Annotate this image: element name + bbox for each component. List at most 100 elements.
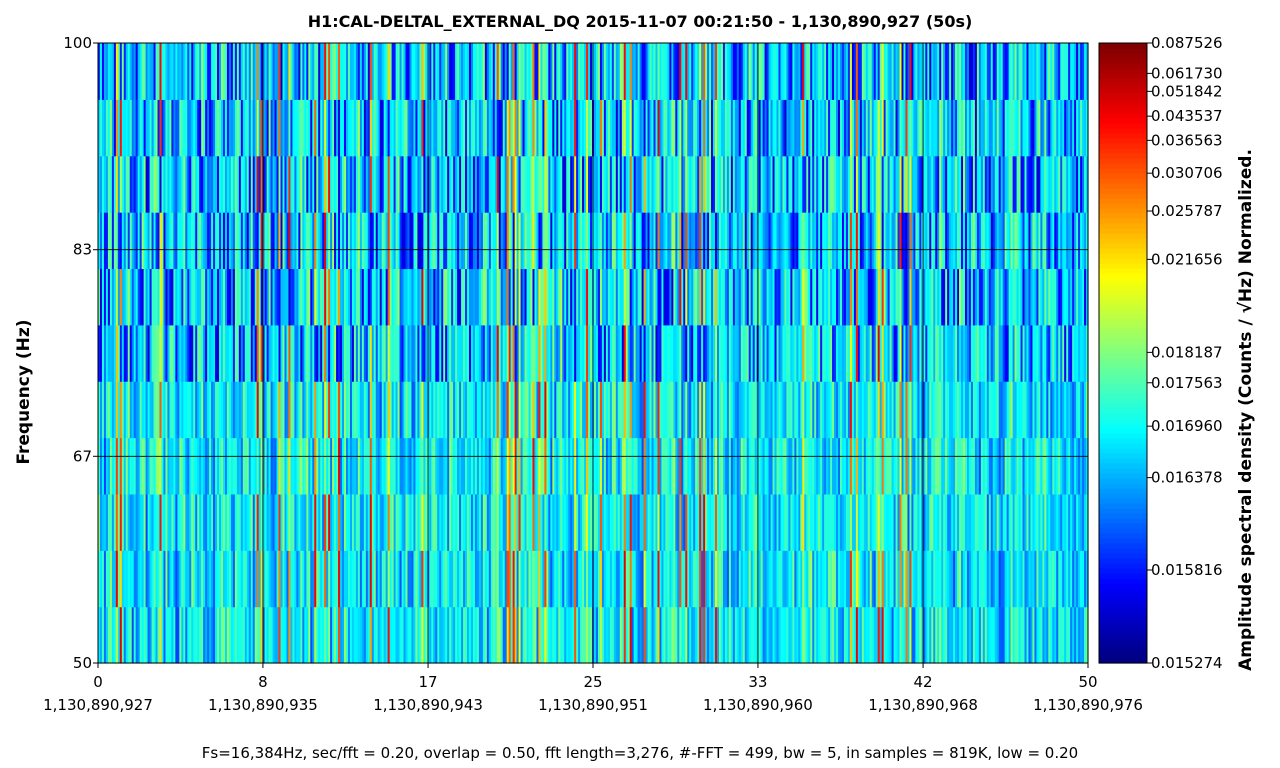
heatmap-cell xyxy=(838,606,841,664)
heatmap-cell xyxy=(238,268,242,326)
heatmap-cell xyxy=(296,99,299,157)
heatmap-cell xyxy=(453,381,456,439)
heatmap-cell xyxy=(409,155,413,213)
heatmap-cell xyxy=(469,43,472,100)
heatmap-cell xyxy=(351,212,355,270)
heatmap-cell xyxy=(536,493,540,551)
heatmap-cell xyxy=(242,550,246,608)
heatmap-cell xyxy=(828,437,831,495)
heatmap-cell xyxy=(917,324,920,382)
heatmap-cell xyxy=(389,550,393,608)
heatmap-cell xyxy=(572,212,575,270)
heatmap-cell xyxy=(167,493,171,551)
heatmap-cell xyxy=(911,212,915,270)
heatmap-cell xyxy=(808,381,811,439)
heatmap-cell xyxy=(290,324,294,382)
heatmap-cell xyxy=(189,381,192,439)
heatmap-cell xyxy=(782,43,786,100)
heatmap-cell xyxy=(359,381,363,439)
heatmap-cell xyxy=(379,212,383,270)
heatmap-cell xyxy=(403,606,407,664)
heatmap-cell xyxy=(949,493,952,551)
heatmap-cell xyxy=(778,437,782,495)
heatmap-cell xyxy=(838,212,841,270)
heatmap-cell xyxy=(568,493,571,551)
heatmap-cell xyxy=(744,268,748,326)
heatmap-cell xyxy=(409,43,413,100)
heatmap-cell xyxy=(937,212,940,270)
heatmap-cell xyxy=(887,155,891,213)
heatmap-cell xyxy=(748,212,752,270)
heatmap-cell xyxy=(633,212,637,270)
heatmap-cell xyxy=(911,381,915,439)
heatmap-cell xyxy=(871,155,875,213)
heatmap-cell xyxy=(135,43,139,100)
heatmap-cell xyxy=(849,268,853,326)
heatmap-cell xyxy=(717,155,720,213)
heatmap-cell xyxy=(568,155,571,213)
heatmap-cell xyxy=(228,437,232,495)
heatmap-cell xyxy=(119,437,123,495)
heatmap-cell xyxy=(228,550,232,608)
heatmap-cell xyxy=(790,606,793,664)
heatmap-cell xyxy=(403,212,407,270)
heatmap-cell xyxy=(500,437,504,495)
heatmap-cell xyxy=(119,324,123,382)
heatmap-cell xyxy=(181,43,184,100)
heatmap-cell xyxy=(758,43,762,100)
heatmap-cell xyxy=(197,606,200,664)
heatmap-cell xyxy=(631,381,635,439)
heatmap-cell xyxy=(236,43,240,100)
heatmap-cell xyxy=(762,212,766,270)
heatmap-cell xyxy=(147,43,151,100)
heatmap-cell xyxy=(266,493,270,551)
heatmap-cell xyxy=(472,268,476,326)
heatmap-cell xyxy=(885,212,889,270)
heatmap-cell xyxy=(772,493,776,551)
heatmap-cell xyxy=(516,43,520,100)
heatmap-cell xyxy=(373,493,377,551)
heatmap-cell xyxy=(576,99,579,157)
heatmap-cell xyxy=(294,550,297,608)
heatmap-cell xyxy=(631,324,635,382)
heatmap-cell xyxy=(701,155,704,213)
heatmap-cell xyxy=(816,268,819,326)
heatmap-cell xyxy=(129,550,133,608)
heatmap-cell xyxy=(582,99,585,157)
heatmap-cell xyxy=(853,268,857,326)
heatmap-cell xyxy=(185,212,188,270)
heatmap-cell xyxy=(754,268,758,326)
heatmap-cell xyxy=(417,43,420,100)
heatmap-cell xyxy=(508,606,512,664)
heatmap-cell xyxy=(736,212,740,270)
heatmap-cell xyxy=(603,43,607,100)
heatmap-cell xyxy=(203,606,206,664)
heatmap-cell xyxy=(121,268,125,326)
heatmap-cell xyxy=(359,268,363,326)
heatmap-cell xyxy=(508,268,512,326)
heatmap-cell xyxy=(649,437,653,495)
heatmap-cell xyxy=(641,381,645,439)
heatmap-cell xyxy=(841,155,845,213)
heatmap-cell xyxy=(772,155,776,213)
heatmap-cell xyxy=(135,381,139,439)
heatmap-cell xyxy=(913,155,916,213)
heatmap-cell xyxy=(792,437,795,495)
heatmap-cell xyxy=(334,268,337,326)
heatmap-cell xyxy=(268,268,272,326)
heatmap-cell xyxy=(314,493,317,551)
heatmap-cell xyxy=(191,99,194,157)
heatmap-cell xyxy=(701,493,704,551)
heatmap-cell xyxy=(627,606,631,664)
heatmap-cell xyxy=(986,212,990,270)
heatmap-cell xyxy=(500,381,504,439)
heatmap-cell xyxy=(167,437,171,495)
heatmap-cell xyxy=(566,437,569,495)
heatmap-cell xyxy=(968,268,972,326)
heatmap-cell xyxy=(935,155,938,213)
heatmap-cell xyxy=(901,268,905,326)
heatmap-cell xyxy=(290,268,294,326)
heatmap-cell xyxy=(980,437,984,495)
heatmap-cell xyxy=(433,550,436,608)
heatmap-cell xyxy=(435,99,438,157)
